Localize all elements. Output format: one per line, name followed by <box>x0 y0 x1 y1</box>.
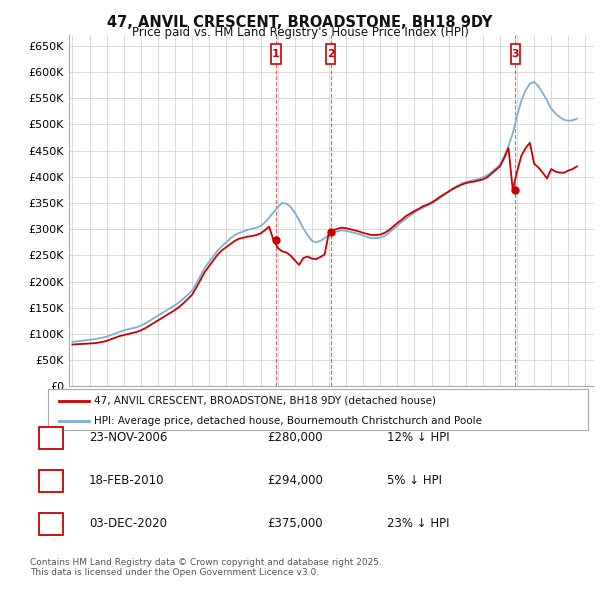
Text: 1: 1 <box>272 49 280 59</box>
Text: 47, ANVIL CRESCENT, BROADSTONE, BH18 9DY: 47, ANVIL CRESCENT, BROADSTONE, BH18 9DY <box>107 15 493 30</box>
Text: 5% ↓ HPI: 5% ↓ HPI <box>387 474 442 487</box>
Bar <box>511 44 520 64</box>
Text: 1: 1 <box>47 431 55 444</box>
Text: 3: 3 <box>512 49 519 59</box>
Text: Price paid vs. HM Land Registry's House Price Index (HPI): Price paid vs. HM Land Registry's House … <box>131 26 469 39</box>
Text: 47, ANVIL CRESCENT, BROADSTONE, BH18 9DY (detached house): 47, ANVIL CRESCENT, BROADSTONE, BH18 9DY… <box>94 396 436 406</box>
Bar <box>271 44 281 64</box>
Text: 23% ↓ HPI: 23% ↓ HPI <box>387 517 449 530</box>
Text: £294,000: £294,000 <box>267 474 323 487</box>
Text: 2: 2 <box>47 474 55 487</box>
Bar <box>326 44 335 64</box>
Text: 03-DEC-2020: 03-DEC-2020 <box>89 517 167 530</box>
Text: 12% ↓ HPI: 12% ↓ HPI <box>387 431 449 444</box>
Text: Contains HM Land Registry data © Crown copyright and database right 2025.
This d: Contains HM Land Registry data © Crown c… <box>30 558 382 577</box>
Text: 23-NOV-2006: 23-NOV-2006 <box>89 431 167 444</box>
Text: HPI: Average price, detached house, Bournemouth Christchurch and Poole: HPI: Average price, detached house, Bour… <box>94 416 482 426</box>
Text: £375,000: £375,000 <box>267 517 323 530</box>
Text: £280,000: £280,000 <box>267 431 323 444</box>
Text: 3: 3 <box>47 517 55 530</box>
Text: 2: 2 <box>327 49 335 59</box>
Text: 18-FEB-2010: 18-FEB-2010 <box>89 474 164 487</box>
